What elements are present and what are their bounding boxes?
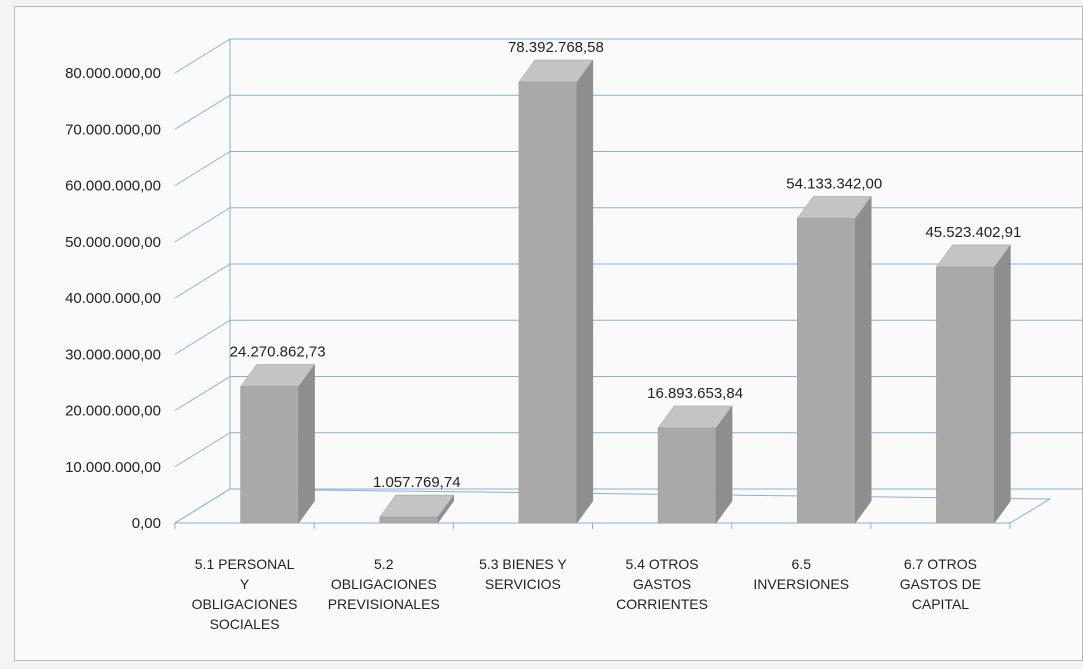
y-tick-label: 80.000.000,00 xyxy=(65,65,161,82)
x-category-label-line: 6.5 xyxy=(792,556,812,572)
y-tick-label: 70.000.000,00 xyxy=(65,121,161,138)
data-label: 45.523.402,91 xyxy=(925,224,1021,241)
y-tick-label: 50.000.000,00 xyxy=(65,234,161,251)
x-category-label: 5.3 BIENES Y SERVICIOS xyxy=(479,556,567,592)
data-label: 1.057.769,74 xyxy=(373,474,461,491)
data-label: 78.392.768,58 xyxy=(508,39,604,56)
y-tick-label: 20.000.000,00 xyxy=(65,403,161,420)
x-category-label: 6.5 INVERSIONES xyxy=(753,556,849,592)
bar-chart: 0,00 10.000.000,00 20.000.000,00 30.000.000… xyxy=(65,38,1083,632)
bar-top xyxy=(379,494,455,518)
x-category-label-line: SOCIALES xyxy=(210,616,280,632)
bar-top xyxy=(518,59,594,83)
x-category-label-line: 5.1 PERSONAL xyxy=(195,556,295,572)
x-category-label-line: Y xyxy=(240,576,250,592)
bar-side xyxy=(576,59,594,524)
x-category-label: 5.4 OTROS GASTOS CORRIENTES xyxy=(616,556,708,612)
gridline-depth xyxy=(174,319,231,355)
x-category-label-line: PREVISIONALES xyxy=(328,596,440,612)
data-label: 54.133.342,00 xyxy=(786,175,882,192)
gridline-depth xyxy=(174,376,231,411)
x-category-label-line: 6.7 OTROS xyxy=(904,556,977,572)
bar xyxy=(379,516,438,524)
bar-side xyxy=(994,244,1011,524)
bar-top xyxy=(796,196,872,219)
x-category-label-line: CAPITAL xyxy=(912,596,970,612)
x-category-label-line: 5.4 OTROS xyxy=(626,556,699,572)
bar-side xyxy=(855,195,872,524)
chart-frame: 0,00 10.000.000,00 20.000.000,00 30.000.000… xyxy=(14,6,1083,661)
x-category-label: 5.2 OBLIGACIONES PREVISIONALES xyxy=(328,556,440,612)
bar xyxy=(518,81,578,524)
x-category-label-line: OBLIGACIONES xyxy=(331,576,437,592)
bar xyxy=(797,218,856,524)
x-category-label: 5.1 PERSONAL Y OBLIGACIONES SOCIALES xyxy=(192,556,298,632)
gridline-depth xyxy=(174,207,231,243)
x-category-label: 6.7 OTROS GASTOS DE CAPITAL xyxy=(900,556,981,612)
x-category-label-line: 5.2 xyxy=(374,556,394,572)
data-label: 24.270.862,73 xyxy=(230,343,326,360)
gridline-depth xyxy=(174,432,231,468)
bar xyxy=(657,427,717,524)
x-category-label-line: 5.3 BIENES Y xyxy=(479,556,567,572)
x-category-label-line: OBLIGACIONES xyxy=(192,596,298,612)
y-tick-label: 0,00 xyxy=(132,515,161,532)
gridline-depth xyxy=(174,94,231,130)
bar-top xyxy=(657,405,733,429)
bar xyxy=(240,386,299,524)
bar-top xyxy=(935,244,1011,268)
y-tick-label: 60.000.000,00 xyxy=(65,178,161,195)
y-tick-label: 10.000.000,00 xyxy=(65,459,161,476)
x-category-label-line: INVERSIONES xyxy=(753,576,849,592)
bar xyxy=(936,266,995,524)
bar-top xyxy=(240,364,316,387)
gridline-depth xyxy=(174,151,231,186)
x-category-label-line: CORRIENTES xyxy=(616,596,708,612)
x-category-label-line: GASTOS DE xyxy=(900,576,981,592)
y-tick-label: 30.000.000,00 xyxy=(65,346,161,363)
x-category-label-line: SERVICIOS xyxy=(485,576,561,592)
data-label: 16.893.653,84 xyxy=(647,385,743,402)
gridline-depth xyxy=(174,263,231,299)
y-tick-label: 40.000.000,00 xyxy=(65,290,161,307)
bar-side xyxy=(298,363,315,524)
gridline-depth xyxy=(174,38,231,74)
x-category-label-line: GASTOS xyxy=(633,576,691,592)
